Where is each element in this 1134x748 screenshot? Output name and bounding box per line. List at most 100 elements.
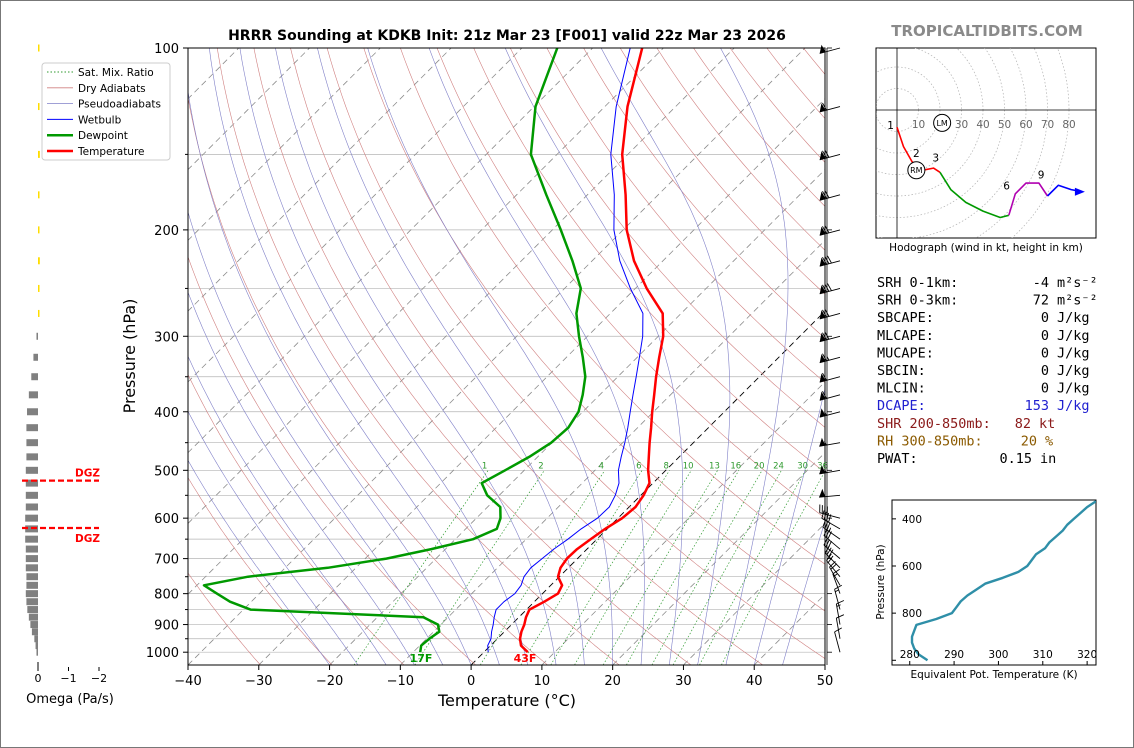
mixing-ratio-label: 24 xyxy=(773,461,784,471)
barb-full xyxy=(823,537,828,546)
barb-full xyxy=(821,510,825,519)
barb-half xyxy=(835,589,840,593)
wind-barb xyxy=(834,584,842,610)
x-tick-label: 10 xyxy=(534,674,551,689)
wind-barb xyxy=(819,353,841,364)
isotherm-line xyxy=(541,381,825,665)
y-tick-label: 900 xyxy=(154,619,179,634)
barb-staff xyxy=(819,106,841,113)
barb-full xyxy=(824,545,830,554)
barb-full xyxy=(827,283,832,291)
barb-half xyxy=(824,441,827,446)
dry-adiabat xyxy=(188,255,476,665)
index-unit: J/kg xyxy=(1057,310,1090,326)
mixing-ratio-label: 1 xyxy=(482,461,487,471)
mixing-ratio-line xyxy=(414,470,545,665)
barb-full xyxy=(827,531,832,540)
barb-half xyxy=(836,604,841,607)
storm-motion-marker xyxy=(907,161,926,180)
y-tick-label: 700 xyxy=(154,553,179,568)
barb-full xyxy=(824,308,830,317)
omega-bar xyxy=(36,648,38,656)
barb-flag xyxy=(819,332,826,342)
mixing-ratio-label: 30 xyxy=(797,461,808,471)
omega-bar xyxy=(26,424,38,432)
barb-flag xyxy=(819,354,826,363)
index-label: DCAPE: xyxy=(877,398,926,414)
omega-bar xyxy=(26,453,38,461)
mixing-ratio-label: 10 xyxy=(683,461,694,471)
hodograph-ring-label: 30 xyxy=(955,119,968,131)
dry-adiabat xyxy=(188,476,333,665)
barb-full xyxy=(829,561,836,568)
theta-e-panel: 280 290 300 310 320 400 600 800 xyxy=(891,499,1097,666)
isotherm-line xyxy=(329,168,825,665)
omega-bar xyxy=(38,257,40,265)
wind-barb xyxy=(819,331,841,343)
omega-bar xyxy=(36,332,38,340)
index-label: SRH 0-1km: xyxy=(877,275,958,291)
barb-staff xyxy=(822,526,841,540)
barb-flag xyxy=(819,191,826,201)
isotherm-line xyxy=(400,239,825,665)
index-label: SRH 0-3km: xyxy=(877,293,958,309)
legend-entry: Dry Adiabats xyxy=(78,83,146,95)
mixing-ratio-label: 16 xyxy=(730,461,741,471)
wind-barb xyxy=(823,527,841,550)
omega-xlabel: Omega (Pa/s) xyxy=(26,692,114,707)
omega-bar xyxy=(38,150,40,158)
mixing-ratio-labels: 1 2 4 6 8 10 13 16 20 24 30 36 xyxy=(482,461,828,471)
theta-e-frame xyxy=(891,499,1097,666)
barb-staff xyxy=(819,313,841,320)
theta-e-ylabel: Pressure (hPa) xyxy=(875,544,887,619)
index-unit: % xyxy=(1045,433,1053,449)
barb-full xyxy=(822,391,827,399)
dry-adiabat xyxy=(510,48,825,428)
mixing-ratio-line xyxy=(602,470,718,665)
barb-full xyxy=(824,520,829,529)
barb-half xyxy=(824,468,827,473)
index-label: SBCIN: xyxy=(877,363,926,379)
barb-staff xyxy=(819,153,841,161)
barb-staff xyxy=(824,552,841,569)
omega-bar xyxy=(25,590,38,598)
mixing-ratio-line xyxy=(353,470,489,665)
index-label: MLCAPE: xyxy=(877,328,934,344)
barb-full xyxy=(824,256,830,264)
index-value: 0 xyxy=(1041,363,1049,379)
barb-full xyxy=(836,600,845,605)
storm-motion-label: RM xyxy=(910,166,923,175)
index-unit: J/kg xyxy=(1057,345,1090,361)
pseudoadiabat xyxy=(720,48,789,665)
x-tick-label: 30 xyxy=(675,674,692,689)
omega-bar xyxy=(26,439,38,447)
barb-flag xyxy=(819,391,826,401)
barb-full xyxy=(823,527,828,536)
barb-full xyxy=(822,353,827,362)
x-tick-label: −20 xyxy=(316,674,343,689)
index-unit: J/kg xyxy=(1057,398,1090,414)
wind-barb xyxy=(819,102,841,113)
mixing-ratio-line xyxy=(550,470,670,665)
barb-full xyxy=(822,102,827,111)
barb-staff xyxy=(834,589,841,610)
omega-x-tick-label: −2 xyxy=(91,672,107,685)
barb-full xyxy=(825,529,830,538)
mixing-ratio-line xyxy=(479,470,606,665)
barb-full xyxy=(832,568,840,575)
wind-barb xyxy=(835,614,845,639)
barb-full xyxy=(836,614,845,619)
omega-bar xyxy=(25,564,38,572)
index-unit: kt xyxy=(1039,416,1055,432)
wind-barbs xyxy=(819,44,845,665)
omega-bar xyxy=(25,479,38,487)
theta-e-plot xyxy=(910,500,1096,662)
omega-bar xyxy=(38,309,40,317)
index-value: -4 xyxy=(1033,275,1049,291)
theta-e-y-tick-label: 600 xyxy=(902,561,922,573)
hodograph-arrowhead xyxy=(1074,187,1085,196)
mixing-ratio-line xyxy=(721,470,825,665)
barb-full xyxy=(826,553,832,561)
legend-entry: Dewpoint xyxy=(78,130,128,142)
skewt-axes-frame xyxy=(187,47,826,666)
